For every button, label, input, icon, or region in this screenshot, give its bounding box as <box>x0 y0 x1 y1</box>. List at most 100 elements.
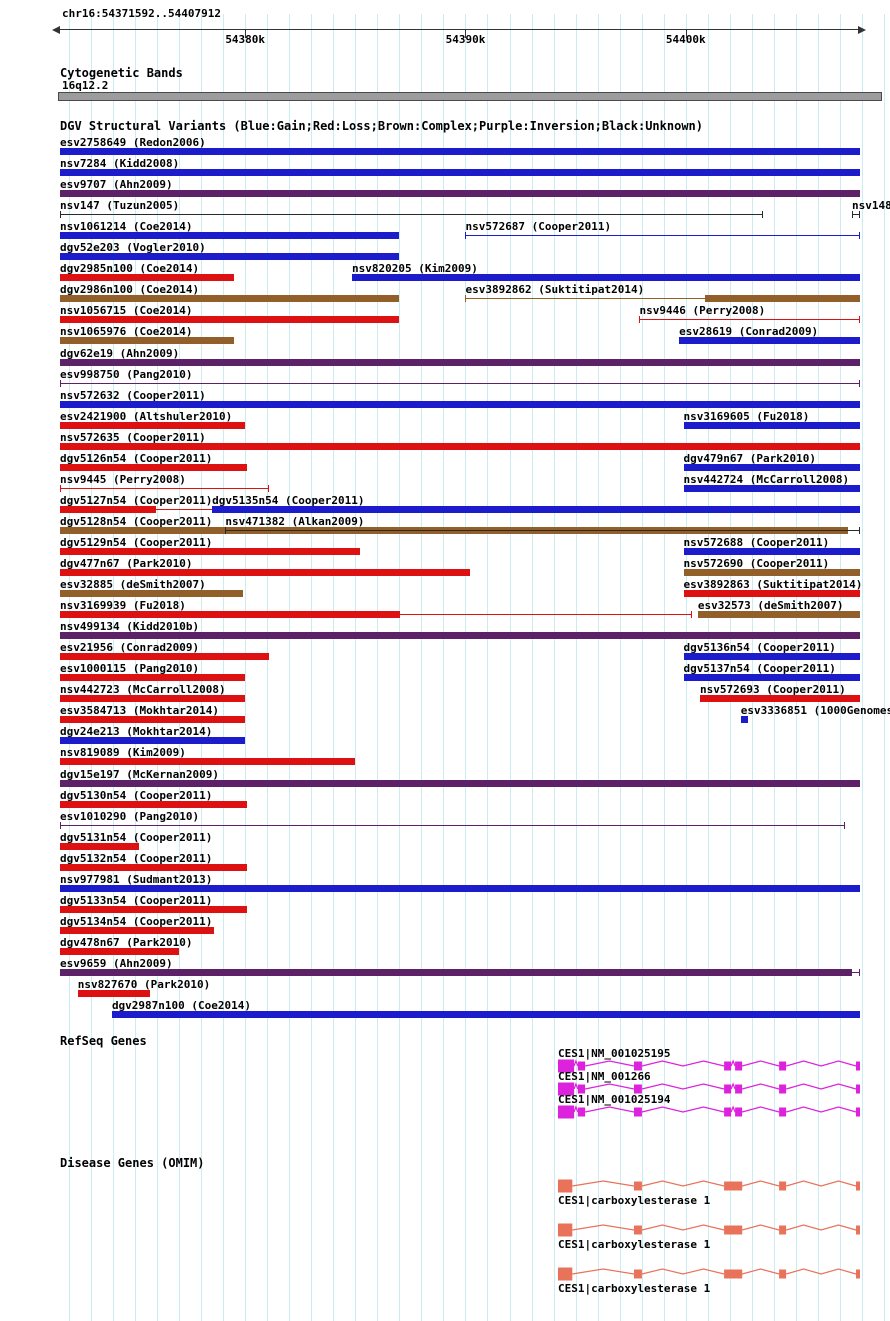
variant-bar[interactable] <box>60 590 243 597</box>
dgv-row: dgv5127n54 (Cooper2011) dgv5135n54 (Coope… <box>0 494 890 515</box>
gridline <box>619 14 621 1321</box>
refseq-gene-model[interactable] <box>0 1104 890 1120</box>
dgv-row: esv1010290 (Pang2010) <box>0 810 890 831</box>
variant-line[interactable] <box>852 214 860 215</box>
variant-bar[interactable] <box>683 485 860 492</box>
variant-bar[interactable] <box>705 295 860 302</box>
variant-bar[interactable] <box>60 337 235 344</box>
variant-bar[interactable] <box>60 716 246 723</box>
variant-bar[interactable] <box>60 969 851 976</box>
variant-bar[interactable] <box>683 674 860 681</box>
ruler-tick-label: 54400k <box>665 33 706 46</box>
variant-label: esv1000115 (Pang2010) <box>60 662 200 675</box>
variant-bar[interactable] <box>683 653 860 660</box>
variant-line[interactable] <box>850 972 860 973</box>
variant-endpoint-tick <box>60 211 61 218</box>
variant-bar[interactable] <box>60 885 860 892</box>
variant-line[interactable] <box>60 825 845 826</box>
variant-bar[interactable] <box>77 990 151 997</box>
variant-line[interactable] <box>399 614 693 615</box>
variant-bar[interactable] <box>740 716 749 723</box>
variant-bar[interactable] <box>212 506 860 513</box>
variant-bar[interactable] <box>60 190 860 197</box>
cytoband[interactable] <box>58 92 882 101</box>
variant-bar[interactable] <box>60 864 248 871</box>
omim-gene-model[interactable] <box>0 1178 890 1194</box>
variant-bar[interactable] <box>60 653 270 660</box>
variant-label: nsv9446 (Perry2008) <box>639 304 766 317</box>
variant-bar[interactable] <box>700 695 860 702</box>
gridline <box>597 14 599 1321</box>
variant-bar[interactable] <box>60 443 860 450</box>
variant-bar[interactable] <box>60 274 235 281</box>
variant-bar[interactable] <box>60 548 360 555</box>
variant-bar[interactable] <box>60 780 860 787</box>
dgv-row: esv2758649 (Redon2006) <box>0 136 890 157</box>
variant-label: esv3892863 (Suktitipat2014) <box>683 578 863 591</box>
variant-bar[interactable] <box>60 737 246 744</box>
scroll-left-arrow-icon[interactable] <box>52 26 60 34</box>
gridline <box>91 14 92 1321</box>
variant-bar[interactable] <box>683 464 860 471</box>
variant-line[interactable] <box>60 383 860 384</box>
variant-label: nsv820205 (Kim2009) <box>352 262 478 275</box>
variant-label: nsv572687 (Cooper2011) <box>465 220 612 233</box>
variant-bar[interactable] <box>60 611 400 618</box>
omim-gene-model[interactable] <box>0 1266 890 1282</box>
variant-bar[interactable] <box>60 148 860 155</box>
variant-bar[interactable] <box>60 948 180 955</box>
dgv-row: dgv5126n54 (Cooper2011) dgv479n67 (Park20… <box>0 452 890 473</box>
scroll-right-arrow-icon[interactable] <box>858 26 866 34</box>
variant-bar[interactable] <box>60 401 860 408</box>
variant-bar[interactable] <box>697 611 860 618</box>
refseq-gene-model[interactable] <box>0 1081 890 1097</box>
omim-gene-model[interactable] <box>0 1222 890 1238</box>
variant-bar[interactable] <box>679 337 860 344</box>
variant-bar[interactable] <box>60 169 860 176</box>
variant-label: esv21956 (Conrad2009) <box>60 641 200 654</box>
variant-bar[interactable] <box>60 632 860 639</box>
variant-bar[interactable] <box>60 295 400 302</box>
variant-bar[interactable] <box>683 569 860 576</box>
variant-bar[interactable] <box>60 316 400 323</box>
variant-bar[interactable] <box>683 422 860 429</box>
variant-label: dgv479n67 (Park2010) <box>683 452 816 465</box>
variant-bar[interactable] <box>60 506 155 513</box>
variant-bar[interactable] <box>683 590 860 597</box>
variant-bar[interactable] <box>60 253 400 260</box>
variant-line[interactable] <box>639 319 860 320</box>
variant-bar[interactable] <box>60 232 400 239</box>
variant-line[interactable] <box>60 214 763 215</box>
variant-label: nsv572688 (Cooper2011) <box>683 536 830 549</box>
gridline <box>443 14 445 1321</box>
variant-bar[interactable] <box>60 695 246 702</box>
dgv-row: nsv1056715 (Coe2014) nsv9446 (Perry2008) <box>0 304 890 325</box>
variant-bar[interactable] <box>60 906 248 913</box>
variant-bar[interactable] <box>60 359 860 366</box>
variant-endpoint-tick <box>60 485 61 492</box>
variant-bar[interactable] <box>60 569 470 576</box>
variant-bar[interactable] <box>60 464 248 471</box>
variant-bar[interactable] <box>60 927 215 934</box>
variant-bar[interactable] <box>60 801 248 808</box>
variant-label: esv9707 (Ahn2009) <box>60 178 173 191</box>
variant-line[interactable] <box>60 488 270 489</box>
variant-bar[interactable] <box>60 843 140 850</box>
variant-endpoint-tick <box>465 295 467 302</box>
variant-label: nsv148 <box>852 199 890 212</box>
variant-bar[interactable] <box>60 758 356 765</box>
variant-bar[interactable] <box>111 1011 860 1018</box>
variant-line[interactable] <box>225 530 860 531</box>
variant-bar[interactable] <box>60 674 246 681</box>
dgv-header: DGV Structural Variants (Blue:Gain;Red:L… <box>60 119 703 133</box>
variant-line[interactable] <box>154 509 270 510</box>
dgv-row: nsv1065976 (Coe2014) esv28619 (Conrad2009… <box>0 325 890 346</box>
variant-line[interactable] <box>465 235 860 236</box>
refseq-gene-model[interactable] <box>0 1058 890 1074</box>
variant-bar[interactable] <box>683 548 860 555</box>
variant-bar[interactable] <box>60 422 246 429</box>
variant-bar[interactable] <box>352 274 860 281</box>
dgv-row: dgv15e197 (McKernan2009) <box>0 768 890 789</box>
variant-label: nsv572635 (Cooper2011) <box>60 431 206 444</box>
variant-line[interactable] <box>465 298 706 299</box>
